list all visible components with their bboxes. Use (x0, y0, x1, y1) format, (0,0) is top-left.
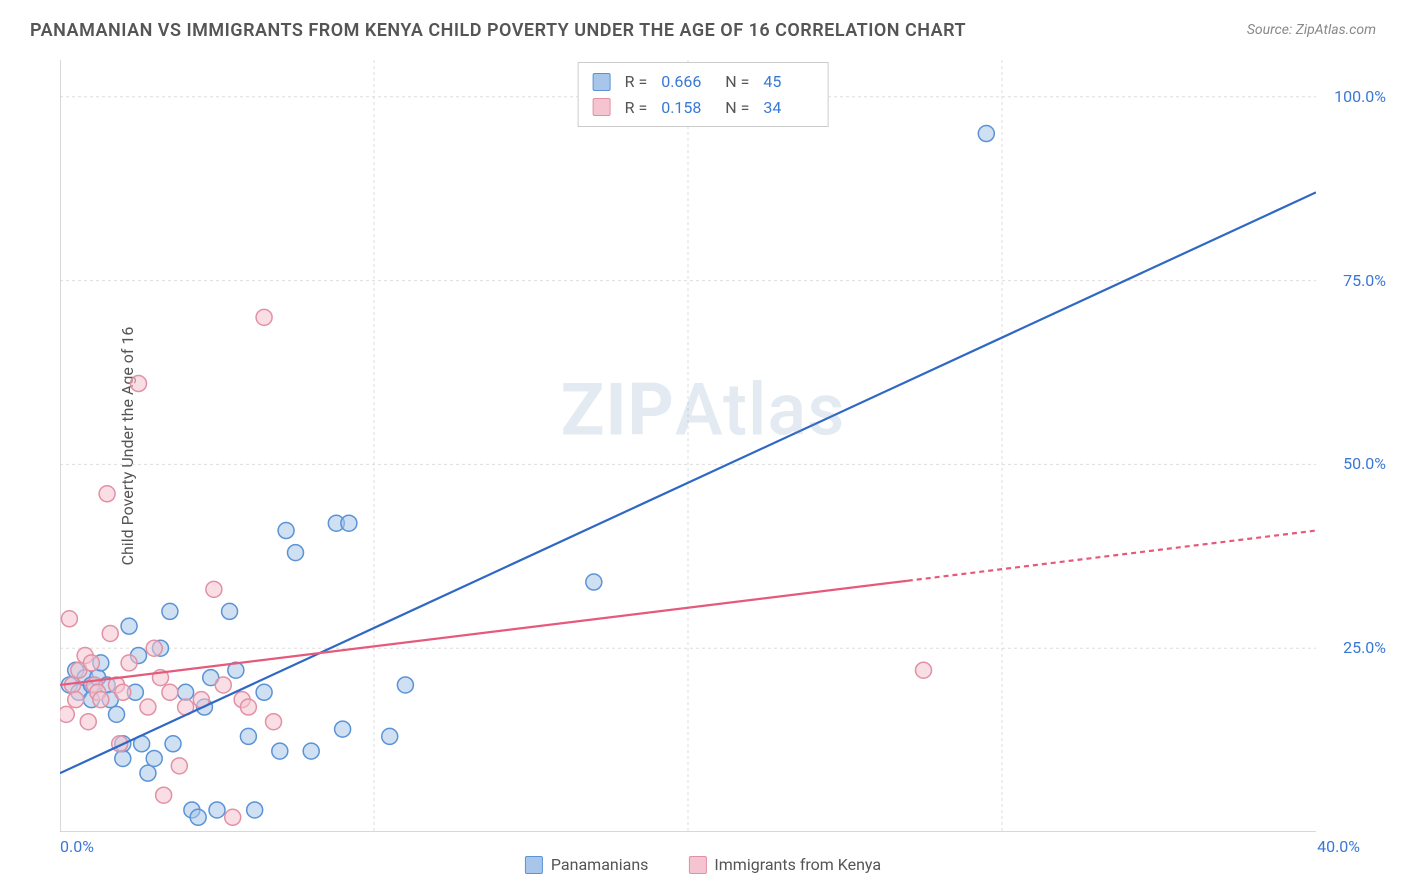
chart-title: PANAMANIAN VS IMMIGRANTS FROM KENYA CHIL… (30, 20, 966, 41)
n-value-2: 34 (763, 95, 813, 121)
y-tick-50: 50.0% (1343, 454, 1386, 473)
r-label: R = (625, 69, 648, 95)
legend-item-2: Immigrants from Kenya (688, 855, 881, 874)
x-tick-40: 40.0% (1317, 837, 1360, 856)
x-tick-0: 0.0% (60, 837, 94, 856)
chart-source: Source: ZipAtlas.com (1247, 22, 1376, 38)
r-value-2: 0.158 (661, 95, 711, 121)
series-legend: Panamanians Immigrants from Kenya (525, 855, 881, 874)
scatter-svg (60, 60, 1316, 832)
n-label: N = (725, 69, 749, 95)
r-label: R = (625, 95, 648, 121)
legend-label-1: Panamanians (551, 855, 649, 874)
y-tick-25: 25.0% (1343, 638, 1386, 657)
swatch-series-1 (525, 856, 543, 874)
stats-row-1: R = 0.666 N = 45 (593, 69, 814, 95)
plot-area (60, 60, 1316, 832)
stats-legend: R = 0.666 N = 45 R = 0.158 N = 34 (578, 62, 829, 127)
legend-item-1: Panamanians (525, 855, 649, 874)
swatch-series-2 (593, 98, 611, 116)
correlation-chart: PANAMANIAN VS IMMIGRANTS FROM KENYA CHIL… (0, 0, 1406, 892)
swatch-series-1 (593, 73, 611, 91)
y-tick-75: 75.0% (1343, 271, 1386, 290)
n-label: N = (725, 95, 749, 121)
n-value-1: 45 (763, 69, 813, 95)
stats-row-2: R = 0.158 N = 34 (593, 95, 814, 121)
legend-label-2: Immigrants from Kenya (714, 855, 881, 874)
swatch-series-2 (688, 856, 706, 874)
r-value-1: 0.666 (661, 69, 711, 95)
y-tick-100: 100.0% (1334, 87, 1386, 106)
